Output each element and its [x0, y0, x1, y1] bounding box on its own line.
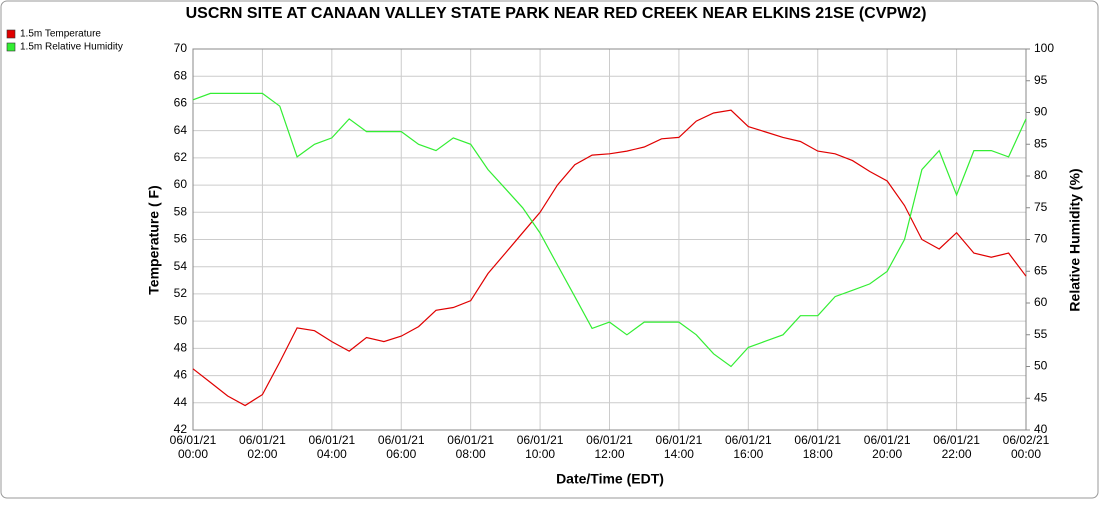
y-tick-label: 54 [174, 259, 188, 273]
y-tick-label: 50 [174, 313, 188, 327]
y2-tick-label: 45 [1034, 390, 1048, 404]
y2-tick-label: 100 [1034, 41, 1054, 55]
y-axis-title: Temperature ( F) [146, 185, 162, 294]
y-tick-label: 62 [174, 150, 188, 164]
y-tick-label: 56 [174, 232, 188, 246]
y-tick-label: 70 [174, 41, 188, 55]
y-tick-label: 52 [174, 286, 188, 300]
y2-tick-label: 60 [1034, 295, 1048, 309]
legend-swatch [6, 42, 16, 52]
x-tick-label: 06/01/21 16:00 [725, 433, 772, 461]
y-tick-label: 60 [174, 177, 188, 191]
legend-label: 1.5m Temperature [20, 29, 101, 40]
x-axis-title: Date/Time (EDT) [556, 471, 664, 487]
y-tick-label: 64 [174, 123, 188, 137]
y-tick-label: 44 [174, 395, 188, 409]
y2-tick-label: 40 [1034, 422, 1048, 436]
y-tick-label: 42 [174, 422, 188, 436]
y2-tick-label: 55 [1034, 327, 1048, 341]
series-line [192, 109, 1027, 407]
y2-tick-label: 80 [1034, 168, 1048, 182]
x-tick-label: 06/01/21 20:00 [864, 433, 911, 461]
x-tick-label: 06/01/21 06:00 [378, 433, 425, 461]
y2-tick-label: 85 [1034, 136, 1048, 150]
x-tick-label: 06/02/21 00:00 [1003, 433, 1050, 461]
x-tick-label: 06/01/21 00:00 [170, 433, 217, 461]
plot-border [192, 48, 1027, 431]
series-line [192, 92, 1027, 368]
y-tick-label: 66 [174, 96, 188, 110]
y-tick-label: 48 [174, 341, 188, 355]
y2-tick-label: 50 [1034, 359, 1048, 373]
legend-swatch [6, 29, 16, 39]
y2-tick-label: 75 [1034, 200, 1048, 214]
y2-tick-label: 70 [1034, 232, 1048, 246]
x-tick-label: 06/01/21 22:00 [933, 433, 980, 461]
y2-tick-label: 90 [1034, 105, 1048, 119]
chart-title: USCRN SITE AT CANAAN VALLEY STATE PARK N… [186, 5, 927, 22]
y2-tick-label: 65 [1034, 263, 1048, 277]
x-tick-label: 06/01/21 18:00 [794, 433, 841, 461]
x-tick-label: 06/01/21 04:00 [308, 433, 355, 461]
y-tick-label: 46 [174, 368, 188, 382]
x-tick-label: 06/01/21 14:00 [656, 433, 703, 461]
x-tick-label: 06/01/21 10:00 [517, 433, 564, 461]
x-tick-label: 06/01/21 08:00 [447, 433, 494, 461]
y2-tick-label: 95 [1034, 73, 1048, 87]
y-tick-label: 68 [174, 68, 188, 82]
x-tick-label: 06/01/21 12:00 [586, 433, 633, 461]
x-tick-label: 06/01/21 02:00 [239, 433, 286, 461]
legend-label: 1.5m Relative Humidity [20, 42, 123, 53]
y2-axis-title: Relative Humidity (%) [1067, 168, 1083, 311]
y-tick-label: 58 [174, 204, 188, 218]
